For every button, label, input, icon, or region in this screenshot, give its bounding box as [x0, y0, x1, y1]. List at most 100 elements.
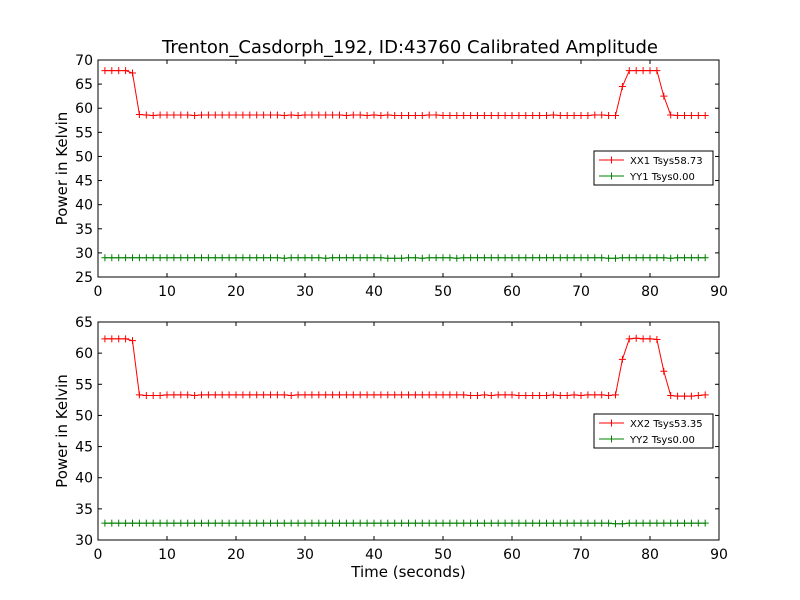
data-point: [170, 519, 178, 527]
data-point: [508, 519, 516, 527]
data-point: [218, 254, 226, 262]
data-point: [370, 391, 378, 399]
data-point: [480, 254, 488, 262]
legend-box-2: [593, 413, 714, 449]
data-point: [129, 254, 136, 262]
plot-frame-2: [97, 321, 720, 541]
legend-marker: [608, 419, 615, 427]
data-point: [536, 254, 544, 262]
data-point: [467, 391, 475, 399]
data-point: [287, 254, 295, 262]
data-point: [163, 519, 171, 527]
data-point: [308, 391, 316, 399]
x-tick-label: 0: [94, 547, 103, 563]
data-point: [108, 67, 116, 75]
data-point: [225, 391, 233, 399]
data-point: [239, 519, 247, 527]
data-point: [681, 519, 688, 527]
data-point: [467, 111, 475, 119]
data-point: [687, 111, 695, 119]
data-point: [632, 254, 640, 262]
data-point: [405, 111, 412, 119]
data-point: [101, 519, 109, 527]
data-point: [129, 519, 136, 527]
data-point: [681, 254, 688, 262]
data-point: [253, 519, 261, 527]
data-point: [494, 391, 502, 399]
data-point: [667, 519, 675, 527]
data-point: [391, 519, 399, 527]
data-point: [432, 391, 440, 399]
data-point: [191, 111, 199, 119]
data-point: [329, 391, 337, 399]
data-point: [522, 519, 530, 527]
data-point: [453, 254, 461, 262]
data-point: [625, 67, 633, 75]
data-point: [301, 111, 309, 119]
data-point: [522, 254, 530, 262]
data-point: [267, 111, 274, 119]
data-point: [612, 111, 619, 119]
data-point: [467, 254, 475, 262]
data-point: [287, 391, 295, 399]
data-point: [612, 391, 619, 399]
data-point: [494, 254, 502, 262]
data-point: [273, 111, 281, 119]
data-point: [391, 391, 399, 399]
data-point: [267, 519, 274, 527]
data-point: [122, 519, 130, 527]
data-point: [170, 391, 178, 399]
data-point: [494, 519, 502, 527]
data-point: [322, 111, 330, 119]
data-point: [577, 254, 585, 262]
y-tick-label: 30: [75, 246, 93, 262]
data-point: [487, 519, 495, 527]
data-point: [239, 111, 247, 119]
data-point: [356, 391, 364, 399]
data-point: [432, 111, 440, 119]
data-point: [681, 111, 688, 119]
data-point: [646, 254, 654, 262]
data-point: [398, 111, 406, 119]
data-point: [315, 519, 323, 527]
data-point: [177, 111, 185, 119]
data-point: [701, 391, 709, 399]
data-point: [363, 519, 371, 527]
y-tick-label: 60: [75, 101, 93, 117]
data-point: [701, 111, 709, 119]
data-point: [280, 519, 288, 527]
data-point: [163, 254, 171, 262]
data-point: [681, 392, 688, 400]
data-point: [349, 391, 357, 399]
data-point: [632, 519, 640, 527]
data-point: [191, 254, 199, 262]
data-point: [522, 111, 530, 119]
data-point: [170, 254, 178, 262]
data-point: [639, 335, 647, 343]
data-point: [287, 519, 295, 527]
data-point: [336, 111, 343, 119]
data-point: [218, 111, 226, 119]
data-point: [184, 111, 192, 119]
data-point: [418, 391, 426, 399]
y-tick-label: 50: [75, 408, 93, 424]
y-tick-label: 40: [75, 471, 93, 487]
x-tick-label: 30: [296, 284, 314, 300]
data-point: [294, 111, 302, 119]
y-tick-label: 35: [75, 222, 93, 238]
data-point: [529, 519, 537, 527]
legend-box-1: [593, 150, 714, 186]
x-tick-label: 90: [710, 547, 728, 563]
data-point: [549, 111, 557, 119]
data-point: [294, 391, 302, 399]
data-point: [563, 519, 571, 527]
data-point: [529, 391, 537, 399]
data-point: [246, 391, 254, 399]
data-point: [280, 254, 288, 262]
data-point: [598, 254, 606, 262]
data-point: [142, 519, 150, 527]
data-point: [232, 519, 240, 527]
data-point: [260, 111, 268, 119]
data-point: [660, 254, 668, 262]
data-point: [515, 519, 523, 527]
